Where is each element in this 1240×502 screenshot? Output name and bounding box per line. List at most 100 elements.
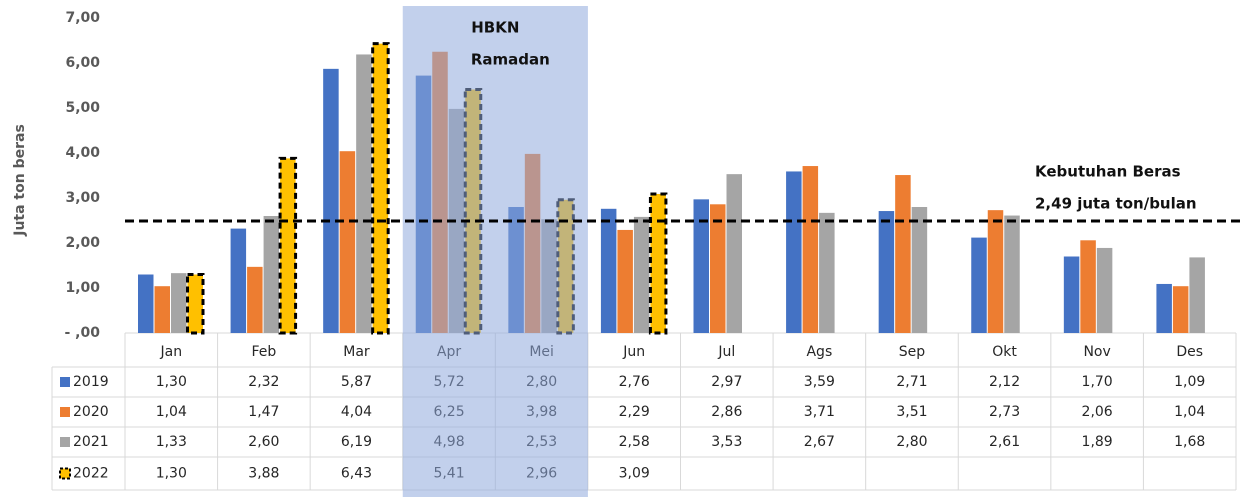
y-tick-label: 3,00 [65,190,100,206]
y-tick-label: 2,00 [65,235,100,251]
bar [1172,286,1189,333]
bar [1080,240,1096,333]
legend-label: 2020 [73,404,109,420]
bar [895,175,911,333]
legend-swatch [60,377,70,387]
x-tick-label: Des [1176,344,1203,360]
bar [138,274,154,333]
bar [263,216,280,333]
table-value: 3,53 [711,434,742,450]
table-value: 3,88 [248,466,279,482]
bar [693,199,709,333]
bar [371,42,390,335]
table-value: 5,87 [341,374,372,390]
table-value: 1,04 [156,404,187,420]
bar [971,237,987,333]
table-value: 1,89 [1082,434,1113,450]
table-value: 2,32 [248,374,279,390]
bar [1156,283,1172,333]
table-value: 6,19 [341,434,372,450]
table-value: 1,09 [1174,374,1205,390]
y-tick-label: 4,00 [65,145,100,161]
bar [230,228,247,333]
bar [278,156,298,335]
legend-label: 2021 [73,434,109,450]
table-value: 3,51 [896,404,927,420]
table-value: 2,29 [619,404,650,420]
y-tick-label: - ,00 [65,325,101,341]
bar [786,171,802,333]
x-tick-label: Sep [899,344,926,360]
table-value: 2,12 [989,374,1020,390]
table-value: 2,71 [896,374,927,390]
highlight-band [402,6,588,497]
table-value: 1,30 [156,374,187,390]
table-value: 2,67 [804,434,835,450]
bar [802,166,819,333]
bar [633,216,650,333]
table-value: 2,58 [619,434,650,450]
legend-label: 2019 [73,374,109,390]
table-value: 3,71 [804,404,835,420]
reference-label: Kebutuhan Beras [1035,163,1181,181]
bar [819,212,835,333]
bar [1096,247,1113,333]
table-value: 1,68 [1174,434,1205,450]
table-value: 2,97 [711,374,742,390]
x-tick-label: Jun [622,344,645,360]
bar [171,273,187,333]
x-tick-label: Feb [251,344,276,360]
table-value: 4,04 [341,404,372,420]
y-axis-label: Juta ton beras [12,124,28,237]
bar [600,208,617,333]
reference-label: 2,49 juta ton/bulan [1035,195,1197,213]
bar [878,211,895,333]
bar [911,207,928,333]
y-tick-label: 1,00 [65,280,100,296]
table-value: 2,80 [896,434,927,450]
highlight-label: Ramadan [471,51,550,69]
table-value: 2,73 [989,404,1020,420]
bar [710,204,726,333]
bar [987,210,1004,333]
bar [726,174,742,333]
x-tick-label: Ags [806,344,832,360]
legend-swatch [60,437,70,447]
bar [648,192,668,335]
y-tick-label: 7,00 [65,10,100,26]
table-value: 2,61 [989,434,1020,450]
table-value: 3,09 [619,466,650,482]
bar [617,229,633,333]
table-value: 2,76 [619,374,650,390]
y-tick-label: 5,00 [65,100,100,116]
bar [1004,215,1020,333]
x-tick-label: Mar [343,344,370,360]
table-value: 6,43 [341,466,372,482]
bar [247,266,263,333]
highlight-label: HBKN [471,19,519,37]
legend-swatch [60,407,70,417]
table-value: 1,47 [248,404,279,420]
x-tick-label: Nov [1083,344,1110,360]
legend-swatch [59,467,71,480]
table-value: 1,70 [1082,374,1113,390]
table-value: 1,33 [156,434,187,450]
x-tick-label: Jul [717,344,735,360]
legend-label: 2022 [73,466,109,482]
x-tick-label: Jan [159,344,182,360]
table-value: 1,30 [156,466,187,482]
bar [1063,256,1080,333]
bar [323,68,339,333]
table-value: 1,04 [1174,404,1205,420]
bar [356,54,372,333]
x-tick-label: Okt [992,344,1017,360]
table-value: 2,06 [1082,404,1113,420]
table-value: 2,86 [711,404,742,420]
bar [339,151,356,333]
table-value: 2,60 [248,434,279,450]
y-tick-label: 6,00 [65,55,100,71]
bar [154,286,170,333]
table-value: 3,59 [804,374,835,390]
bar [1189,257,1205,333]
